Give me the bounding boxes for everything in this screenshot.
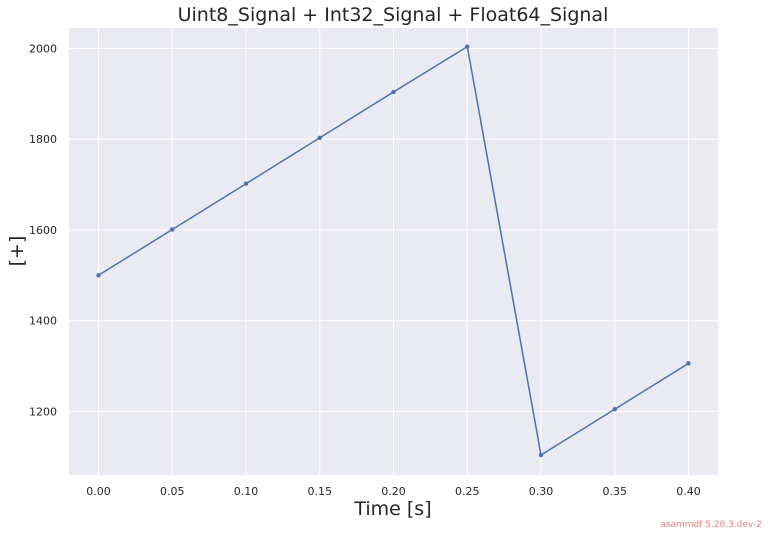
x-tick-label: 0.25 bbox=[455, 485, 480, 498]
x-tick-label: 0.30 bbox=[529, 485, 554, 498]
x-tick-label: 0.05 bbox=[160, 485, 185, 498]
data-point bbox=[243, 181, 249, 186]
y-tick-label: 2000 bbox=[29, 42, 57, 55]
data-point bbox=[317, 135, 322, 141]
chart-title: Uint8_Signal + Int32_Signal + Float64_Si… bbox=[178, 4, 609, 26]
series-layer bbox=[96, 44, 691, 458]
x-axis-label: Time [s] bbox=[353, 498, 431, 520]
data-point bbox=[686, 361, 691, 366]
data-point bbox=[391, 89, 396, 95]
data-point bbox=[96, 273, 101, 278]
x-tick-label: 0.20 bbox=[381, 485, 406, 498]
x-tick-label: 0.40 bbox=[676, 485, 701, 498]
x-tick-label: 0.10 bbox=[234, 485, 259, 498]
y-tick-label: 1400 bbox=[29, 315, 57, 328]
y-tick-labels: 1200 1400 1600 1800 2000 bbox=[29, 42, 57, 418]
y-axis-label: [+] bbox=[6, 236, 28, 267]
y-tick-label: 1600 bbox=[29, 224, 57, 237]
y-tick-label: 1800 bbox=[29, 133, 57, 146]
data-point bbox=[538, 452, 544, 458]
x-tick-labels: 0.00 0.05 0.10 0.15 0.20 0.25 0.30 0.35 0.40 bbox=[86, 485, 701, 498]
data-point bbox=[465, 44, 470, 49]
y-tick-label: 1200 bbox=[29, 405, 57, 418]
x-tick-label: 0.15 bbox=[308, 485, 333, 498]
x-tick-label: 0.00 bbox=[86, 485, 111, 498]
data-point bbox=[170, 227, 175, 232]
data-point bbox=[612, 406, 617, 412]
watermark: asammdf 5.20.3.dev-2 bbox=[660, 520, 762, 530]
grid bbox=[69, 28, 718, 475]
x-tick-label: 0.35 bbox=[603, 485, 628, 498]
